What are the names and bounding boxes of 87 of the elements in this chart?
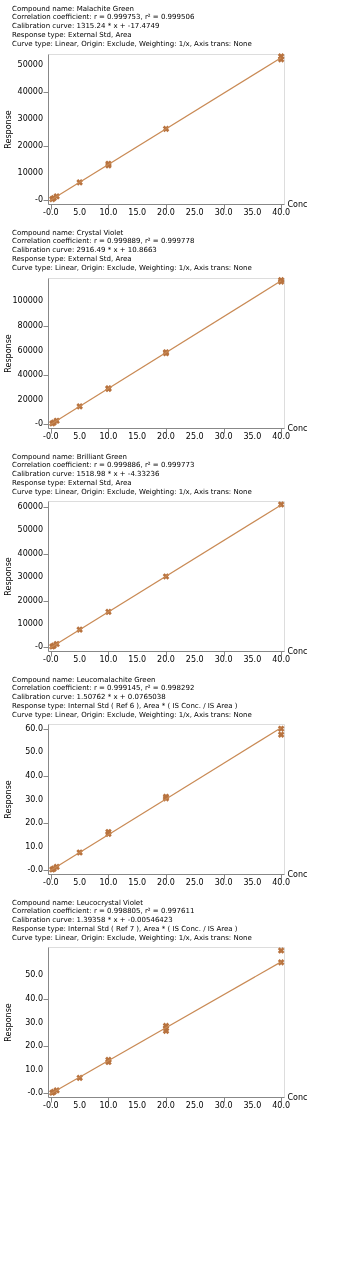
- x-tick-label: 20.0: [157, 208, 175, 217]
- x-tick-label: 40.0: [272, 208, 291, 217]
- y-tick-label: 20.0: [25, 818, 43, 828]
- x-tick-label: 15.0: [128, 1101, 147, 1110]
- x-tick-label: 10.0: [99, 1101, 118, 1110]
- x-tick-label: 40.0: [272, 878, 291, 887]
- x-tick-label: 35.0: [243, 878, 262, 887]
- x-axis-title: Conc: [287, 423, 308, 433]
- y-tick-label: 100000: [12, 296, 43, 306]
- x-tick-label: 10.0: [99, 432, 118, 441]
- x-tick-label: 5.0: [73, 655, 87, 664]
- y-tick-label: -0.0: [27, 1088, 43, 1098]
- y-axis-title: Response: [4, 780, 13, 819]
- x-tick-label: 25.0: [185, 208, 204, 217]
- x-axis-title: Conc: [287, 199, 308, 209]
- y-tick-label: 40.0: [25, 770, 43, 780]
- y-tick-label: 20000: [17, 394, 43, 404]
- y-tick-label: 40000: [17, 86, 43, 96]
- x-tick-label: 40.0: [272, 1101, 291, 1110]
- y-tick-label: -0.0: [27, 865, 43, 875]
- x-tick-label: 10.0: [99, 208, 118, 217]
- y-axis-title: Response: [4, 110, 13, 149]
- x-tick-label: 25.0: [185, 432, 204, 441]
- y-tick-label: 30.0: [25, 1017, 43, 1027]
- x-tick-label: 30.0: [214, 1101, 233, 1110]
- y-tick-label: 50.0: [25, 970, 43, 980]
- x-tick-label: 10.0: [99, 878, 118, 887]
- x-tick-label: 5.0: [73, 878, 87, 887]
- y-axis-title: Response: [4, 1003, 13, 1042]
- y-tick-label: 60.0: [25, 723, 43, 733]
- y-axis-title: Response: [4, 334, 13, 373]
- x-tick-label: -0.0: [43, 878, 59, 887]
- y-tick-label: 30.0: [25, 794, 43, 804]
- x-tick-label: 40.0: [272, 655, 291, 664]
- y-tick-label: 50.0: [25, 747, 43, 757]
- y-tick-label: 30000: [17, 113, 43, 123]
- x-tick-label: 5.0: [73, 432, 87, 441]
- y-tick-label: 80000: [17, 320, 43, 330]
- y-tick-label: 10000: [17, 619, 43, 629]
- x-axis-title: Conc: [287, 869, 308, 879]
- x-tick-label: 25.0: [185, 655, 204, 664]
- y-tick-label: 30000: [17, 572, 43, 582]
- y-tick-label: 50000: [17, 59, 43, 69]
- y-tick-label: 50000: [17, 525, 43, 535]
- x-tick-label: 20.0: [157, 432, 175, 441]
- y-tick-label: 40.0: [25, 993, 43, 1003]
- y-tick-label: 40000: [17, 370, 43, 380]
- x-tick-label: 5.0: [73, 208, 87, 217]
- y-tick-label: -0: [35, 642, 43, 652]
- y-tick-label: -0: [35, 194, 43, 204]
- x-tick-label: -0.0: [43, 655, 59, 664]
- x-tick-label: 30.0: [214, 655, 233, 664]
- x-tick-label: 15.0: [128, 655, 147, 664]
- x-axis-title: Conc: [287, 1092, 308, 1102]
- y-tick-label: 20.0: [25, 1041, 43, 1051]
- x-tick-label: 20.0: [157, 878, 175, 887]
- x-tick-label: 15.0: [128, 432, 147, 441]
- x-tick-label: 35.0: [243, 655, 262, 664]
- x-tick-label: 30.0: [214, 432, 233, 441]
- x-tick-label: 25.0: [185, 878, 204, 887]
- x-tick-label: 20.0: [157, 1101, 175, 1110]
- x-tick-label: 15.0: [128, 878, 147, 887]
- y-tick-label: 60000: [17, 501, 43, 511]
- x-tick-label: -0.0: [43, 208, 59, 217]
- x-tick-label: 20.0: [157, 655, 175, 664]
- x-tick-label: -0.0: [43, 432, 59, 441]
- y-tick-label: 60000: [17, 345, 43, 355]
- y-tick-label: -0: [35, 419, 43, 429]
- x-tick-label: 30.0: [214, 878, 233, 887]
- y-tick-label: 40000: [17, 548, 43, 558]
- x-tick-label: 15.0: [128, 208, 147, 217]
- y-tick-label: 20000: [17, 595, 43, 605]
- x-axis-title: Conc: [287, 646, 308, 656]
- x-tick-label: 35.0: [243, 432, 262, 441]
- x-tick-label: 30.0: [214, 208, 233, 217]
- x-tick-label: 25.0: [185, 1101, 204, 1110]
- y-tick-label: 20000: [17, 140, 43, 150]
- y-tick-label: 10.0: [25, 1064, 43, 1074]
- x-tick-label: 5.0: [73, 1101, 87, 1110]
- x-tick-label: -0.0: [43, 1101, 59, 1110]
- x-tick-label: 35.0: [243, 1101, 262, 1110]
- y-tick-label: 10.0: [25, 841, 43, 851]
- x-tick-label: 40.0: [272, 432, 291, 441]
- x-tick-label: 10.0: [99, 655, 118, 664]
- x-tick-label: 35.0: [243, 208, 262, 217]
- y-axis-title: Response: [4, 557, 13, 596]
- y-tick-label: 10000: [17, 167, 43, 177]
